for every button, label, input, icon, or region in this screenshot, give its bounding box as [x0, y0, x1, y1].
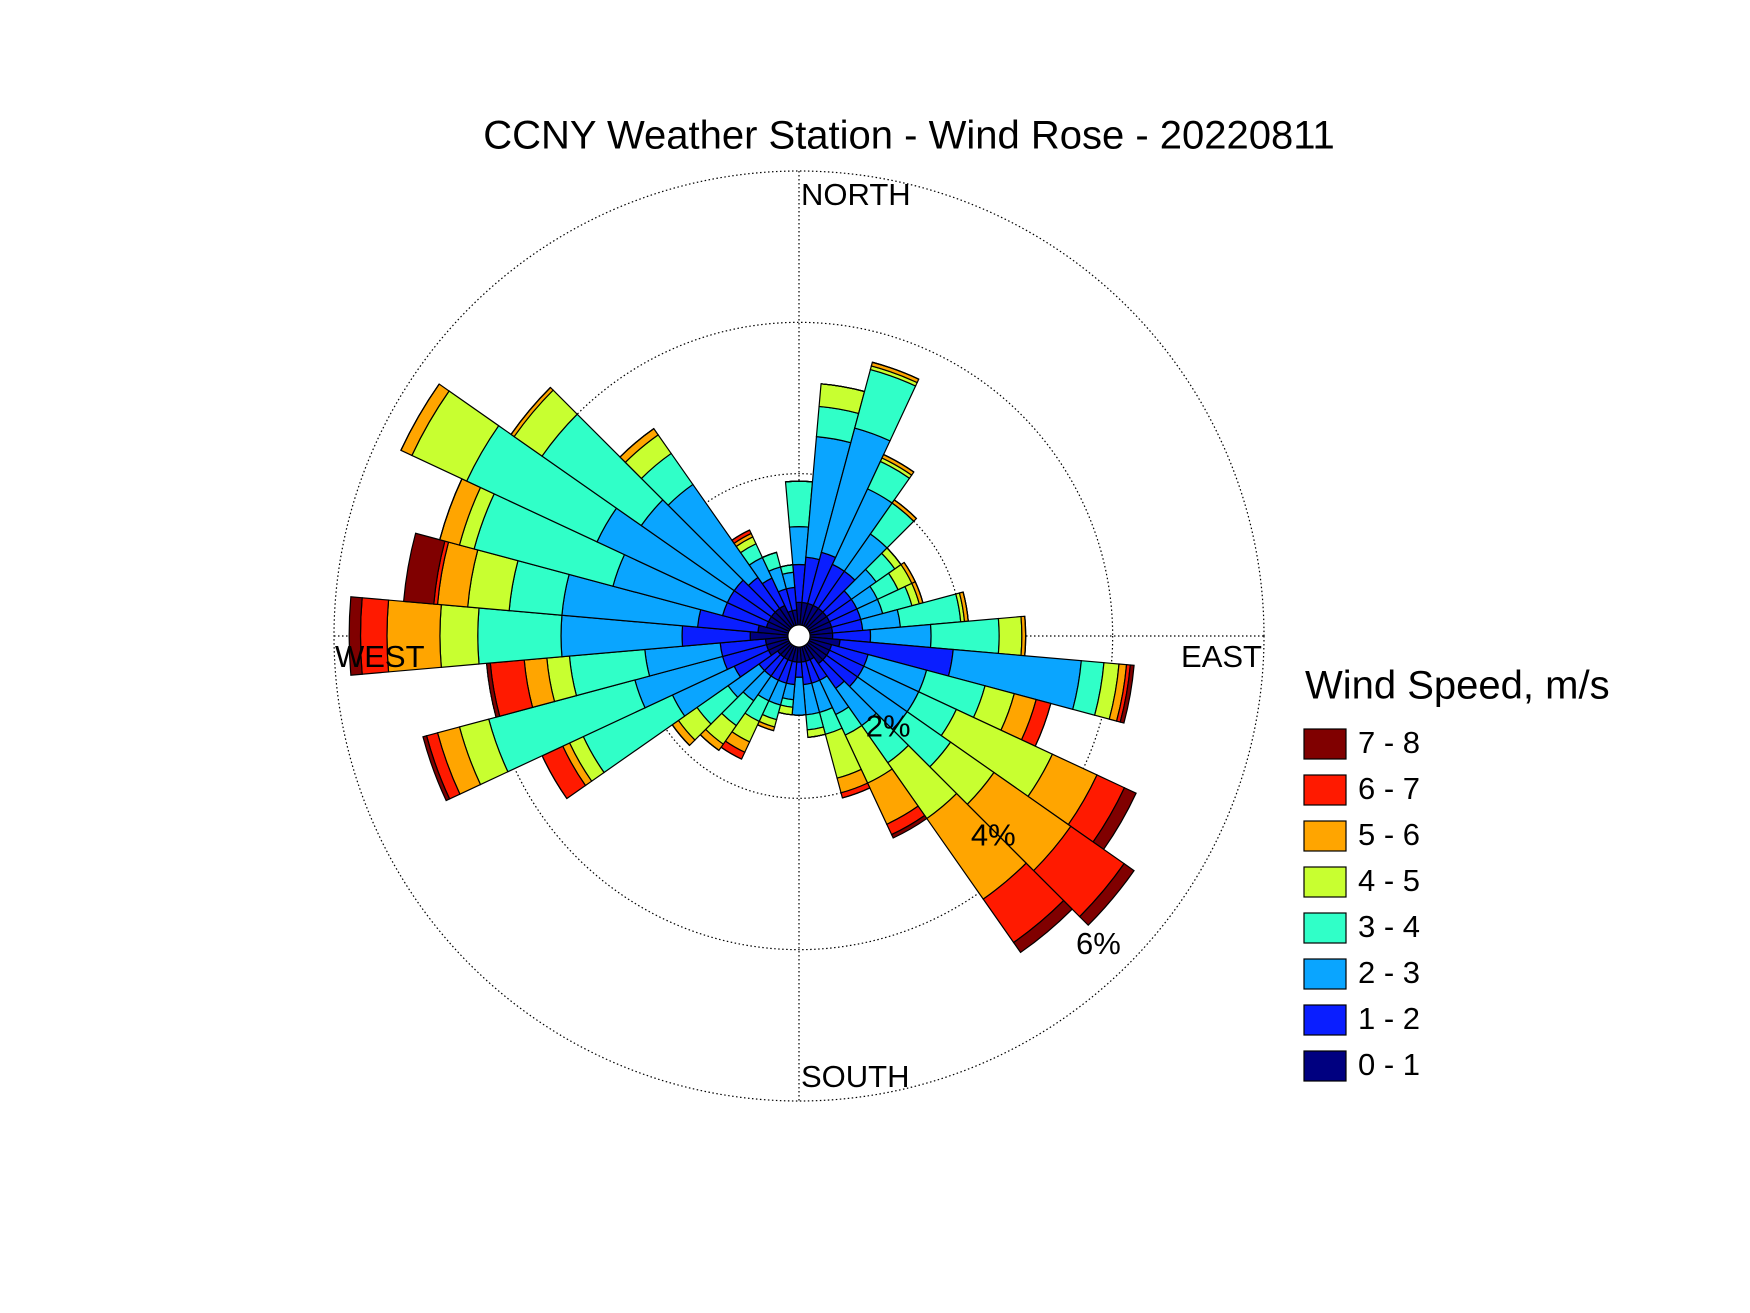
legend-label: 5 - 6 — [1358, 817, 1420, 852]
wedge-segment — [400, 383, 440, 451]
wedge-segment — [883, 454, 915, 473]
wedges — [348, 361, 1137, 954]
legend-title: Wind Speed, m/s — [1305, 664, 1610, 708]
wedge-segment — [893, 499, 917, 519]
grid-ring — [333, 170, 1265, 1102]
wedge-segment — [477, 607, 563, 665]
legend: 0 - 1 1 - 2 2 - 3 3 - 4 4 - 5 5 - 6 6 - 7 7 - 8 — [1303, 725, 1420, 1082]
legend-swatch — [1303, 1050, 1347, 1082]
ring-label: 4% — [971, 817, 1016, 852]
wedge-segment — [784, 480, 814, 528]
wedge-segment — [348, 596, 363, 676]
wedge-segment — [997, 615, 1023, 657]
legend-label: 0 - 1 — [1358, 1047, 1420, 1082]
wedge-segment — [872, 361, 920, 380]
wedge-segment — [1078, 862, 1135, 927]
legend-label: 3 - 4 — [1358, 909, 1420, 944]
wedge-segment — [890, 814, 928, 839]
legend-swatch — [1303, 820, 1347, 852]
wedge-segment — [1119, 664, 1135, 724]
wedge-segment — [422, 735, 451, 802]
legend-swatch — [1303, 774, 1347, 806]
legend-swatch — [1303, 912, 1347, 944]
legend-label: 4 - 5 — [1358, 863, 1420, 898]
ring-label: 2% — [866, 708, 911, 743]
legend-swatch — [1303, 866, 1347, 898]
direction-label: WEST — [335, 639, 425, 674]
labels: 2% 4% 6% NORTH EAST SOUTH WEST — [335, 177, 1262, 1094]
center-hole — [787, 624, 811, 648]
wedge-segment — [842, 787, 871, 799]
wedge-segment — [1012, 899, 1074, 954]
direction-label: NORTH — [801, 177, 911, 212]
chart-title: CCNY Weather Station - Wind Rose - 20220… — [483, 114, 1335, 158]
legend-label: 6 - 7 — [1358, 771, 1420, 806]
wedge-segment — [439, 604, 480, 668]
legend-label: 2 - 3 — [1358, 955, 1420, 990]
direction-label: EAST — [1181, 639, 1262, 674]
legend-swatch — [1303, 1004, 1347, 1036]
wedge-segment — [780, 564, 793, 568]
wedge-segment — [402, 532, 446, 605]
direction-label: SOUTH — [801, 1059, 910, 1094]
legend-label: 1 - 2 — [1358, 1001, 1420, 1036]
wedge-segment — [785, 480, 813, 483]
legend-label: 7 - 8 — [1358, 725, 1420, 760]
legend-swatch — [1303, 958, 1347, 990]
legend-swatch — [1303, 728, 1347, 760]
ring-label: 6% — [1076, 926, 1121, 961]
